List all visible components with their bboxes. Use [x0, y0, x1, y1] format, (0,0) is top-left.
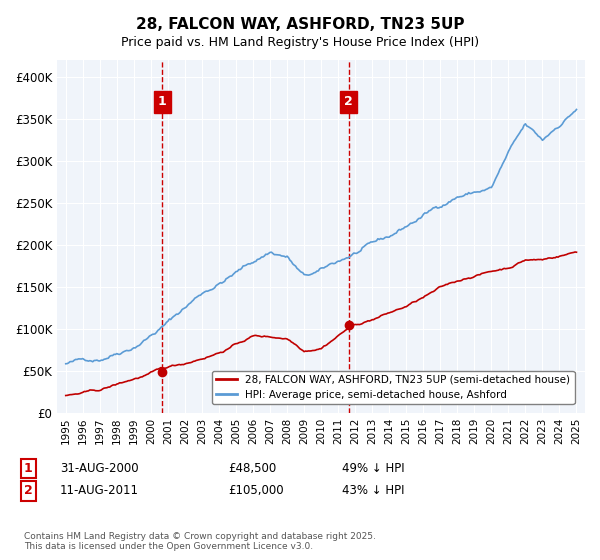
Text: Contains HM Land Registry data © Crown copyright and database right 2025.
This d: Contains HM Land Registry data © Crown c…: [24, 532, 376, 552]
Text: 2: 2: [24, 484, 33, 497]
Legend: 28, FALCON WAY, ASHFORD, TN23 5UP (semi-detached house), HPI: Average price, sem: 28, FALCON WAY, ASHFORD, TN23 5UP (semi-…: [212, 371, 575, 404]
Text: 1: 1: [158, 95, 167, 108]
Text: Price paid vs. HM Land Registry's House Price Index (HPI): Price paid vs. HM Land Registry's House …: [121, 36, 479, 49]
Text: 31-AUG-2000: 31-AUG-2000: [60, 462, 139, 475]
Text: 49% ↓ HPI: 49% ↓ HPI: [342, 462, 404, 475]
Text: 1: 1: [24, 462, 33, 475]
Text: £48,500: £48,500: [228, 462, 276, 475]
Text: 2: 2: [344, 95, 353, 108]
Text: 11-AUG-2011: 11-AUG-2011: [60, 484, 139, 497]
Text: £105,000: £105,000: [228, 484, 284, 497]
Text: 43% ↓ HPI: 43% ↓ HPI: [342, 484, 404, 497]
Text: 28, FALCON WAY, ASHFORD, TN23 5UP: 28, FALCON WAY, ASHFORD, TN23 5UP: [136, 17, 464, 32]
